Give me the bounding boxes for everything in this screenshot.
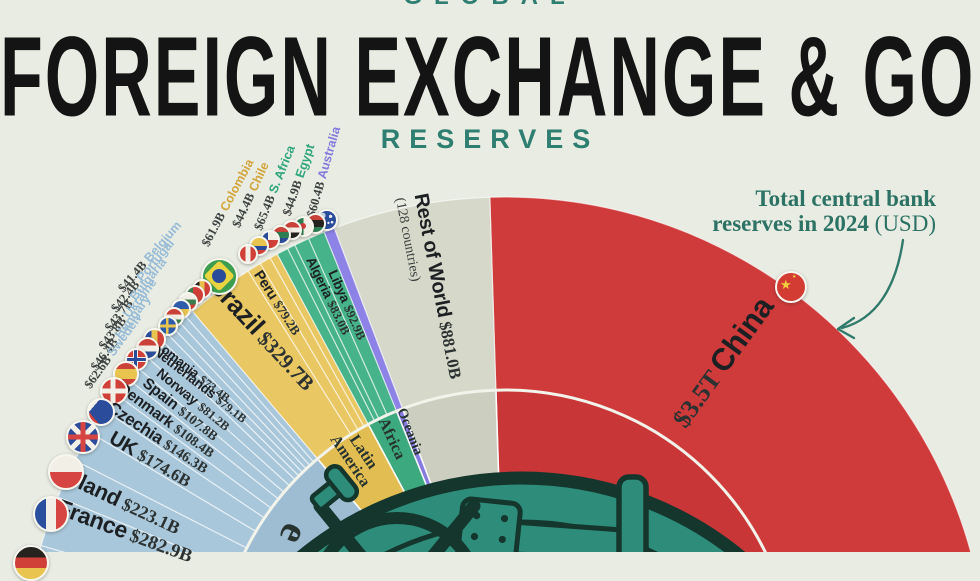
poland-flag-icon bbox=[48, 454, 84, 490]
title-subtitle: RESERVES bbox=[380, 124, 600, 154]
reserves-radial-chart bbox=[38, 196, 972, 552]
title-kicker: GLOBAL bbox=[0, 0, 980, 11]
annotation-total-reserves: Total central bank reserves in 2024 (USD… bbox=[712, 186, 936, 237]
vault-wheel bbox=[309, 464, 481, 552]
vault-hinge bbox=[616, 474, 649, 552]
inner-ring bbox=[243, 388, 767, 552]
page-title: FOREIGN EXCHANGE & GOLD bbox=[0, 13, 980, 140]
flag-shape bbox=[299, 222, 307, 230]
vault-wheel-knob bbox=[309, 464, 360, 512]
brazil-flag-icon bbox=[200, 257, 238, 295]
flag-star-icon: ★ bbox=[792, 274, 797, 280]
annotation-usd: (USD) bbox=[874, 211, 936, 237]
flag-shape bbox=[262, 232, 269, 240]
annotation-line2: reserves in 2024 bbox=[712, 211, 869, 237]
czechia-flag-icon bbox=[87, 398, 115, 426]
flag-shape bbox=[211, 268, 227, 284]
vault-illustration bbox=[296, 464, 746, 552]
vault-bolt-plate bbox=[453, 496, 523, 552]
france-flag-icon bbox=[33, 496, 69, 532]
annotation-arrow-icon bbox=[836, 238, 905, 340]
uk-flag-icon bbox=[66, 420, 100, 454]
flag-star-icon: ★ bbox=[780, 277, 792, 292]
peru-flag-icon bbox=[238, 244, 258, 264]
sweden-flag-icon bbox=[158, 316, 178, 336]
wedge-next bbox=[38, 544, 66, 552]
china-flag-icon: ★ ★ bbox=[775, 271, 807, 303]
annotation-line1: Total central bank bbox=[755, 186, 936, 211]
wedge-china bbox=[489, 196, 972, 552]
